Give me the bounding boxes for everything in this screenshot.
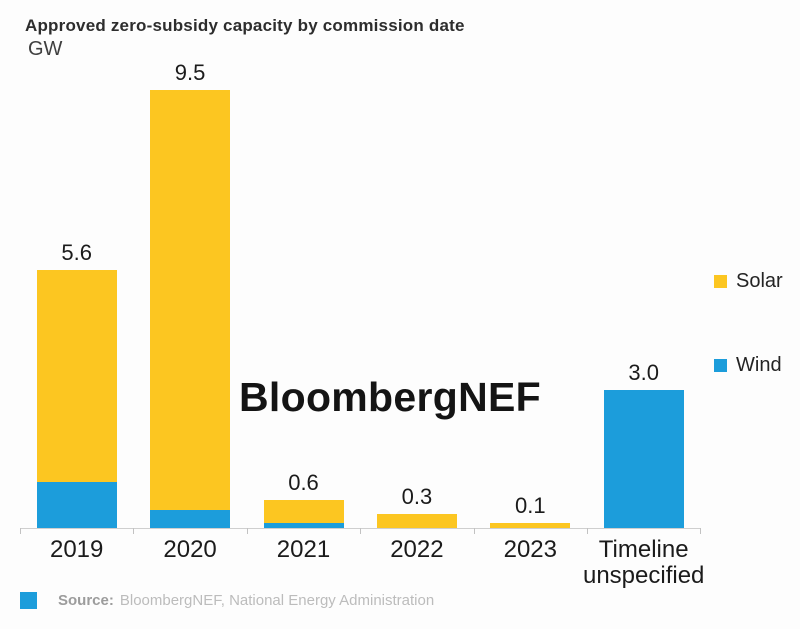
chart-title: Approved zero-subsidy capacity by commis… — [25, 16, 465, 35]
source-logo-icon — [20, 592, 37, 609]
bar-segment-wind — [36, 481, 117, 528]
category-label: 2022 — [390, 536, 444, 563]
category-label: 2023 — [503, 536, 557, 563]
legend-label-solar: Solar — [736, 270, 783, 292]
category-label: 2019 — [49, 536, 104, 563]
bar-segment-solar — [150, 90, 231, 510]
bar-segment-wind — [150, 509, 231, 528]
bar-value-label: 0.1 — [515, 493, 546, 519]
source-text: BloombergNEF, National Energy Administra… — [119, 592, 435, 609]
source-prefix: Source: — [58, 592, 114, 609]
bar-value-label: 0.6 — [288, 470, 319, 496]
legend-label-wind: Wind — [736, 354, 782, 376]
bar-value-label: 9.5 — [174, 60, 206, 86]
category-label: 2020 — [163, 536, 217, 563]
bar-value-label: 3.0 — [628, 359, 659, 385]
bar-segment-solar — [263, 500, 344, 524]
bar-segment-wind — [263, 523, 344, 528]
category-label: Timeline unspecified — [582, 536, 705, 589]
watermark: BloombergNEF — [239, 374, 541, 420]
bar-segment-solar — [376, 514, 457, 528]
legend-item-solar: Solar — [714, 270, 783, 293]
bar-segment-solar — [490, 523, 571, 528]
x-axis-tick — [587, 528, 588, 534]
x-axis-tick — [700, 528, 702, 534]
y-axis-unit-label: GW — [28, 38, 63, 60]
x-axis-tick — [20, 528, 21, 534]
legend-item-wind: Wind — [714, 354, 782, 377]
bar-value-label: 0.3 — [401, 484, 433, 510]
solar-swatch-icon — [714, 275, 727, 288]
category-label: 2021 — [276, 536, 331, 563]
source-line: Source: BloombergNEF, National Energy Ad… — [20, 592, 434, 609]
bar-value-label: 5.6 — [61, 239, 92, 265]
x-axis-tick — [360, 528, 362, 534]
x-axis-tick — [133, 528, 135, 534]
wind-swatch-icon — [714, 359, 727, 372]
x-axis-tick — [473, 528, 475, 534]
x-axis-tick — [246, 528, 248, 534]
bar-segment-solar — [36, 269, 117, 482]
bar-segment-wind — [603, 389, 684, 528]
